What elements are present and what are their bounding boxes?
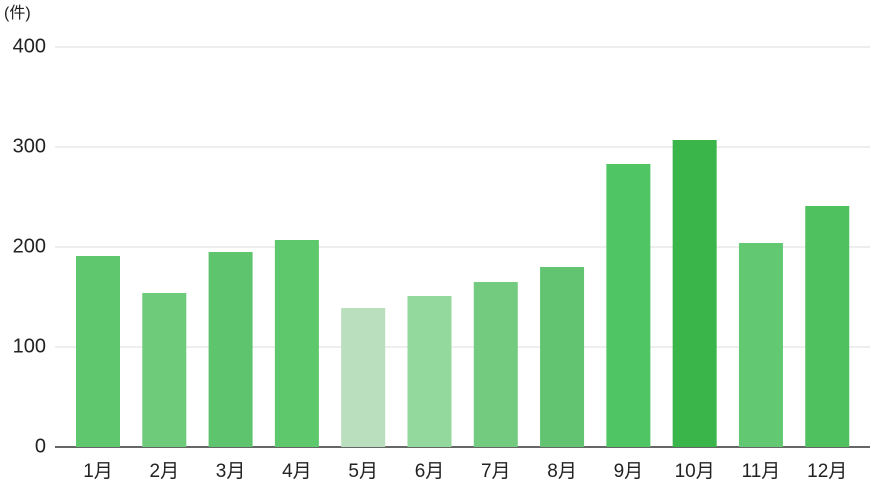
bar	[142, 293, 187, 447]
x-tick-label: 6月	[415, 461, 445, 482]
unit-label: (件)	[4, 4, 31, 22]
x-tick-label: 3月	[216, 461, 246, 482]
x-tick-label: 7月	[481, 461, 511, 482]
bar	[341, 308, 386, 447]
y-tick-label: 200	[13, 235, 46, 257]
bar	[208, 252, 253, 447]
bar	[473, 282, 518, 447]
bar	[407, 296, 452, 447]
x-tick-label: 5月	[348, 461, 378, 482]
x-tick-label: 9月	[614, 461, 644, 482]
x-tick-label: 2月	[150, 461, 180, 482]
bar	[805, 206, 850, 447]
x-tick-label: 12月	[807, 461, 847, 482]
x-tick-label: 1月	[83, 461, 113, 482]
x-tick-label: 4月	[282, 461, 312, 482]
x-tick-label: 11月	[742, 461, 781, 482]
y-tick-label: 0	[35, 435, 46, 457]
bar	[274, 240, 319, 447]
x-tick-label: 8月	[547, 461, 577, 482]
y-tick-label: 400	[13, 35, 46, 57]
bar	[75, 256, 120, 447]
bar	[540, 267, 585, 447]
y-tick-label: 300	[13, 135, 46, 157]
bar	[738, 243, 783, 447]
bar	[672, 140, 717, 447]
x-tick-label: 10月	[675, 461, 715, 482]
y-tick-label: 100	[13, 335, 46, 357]
bar	[606, 164, 651, 447]
